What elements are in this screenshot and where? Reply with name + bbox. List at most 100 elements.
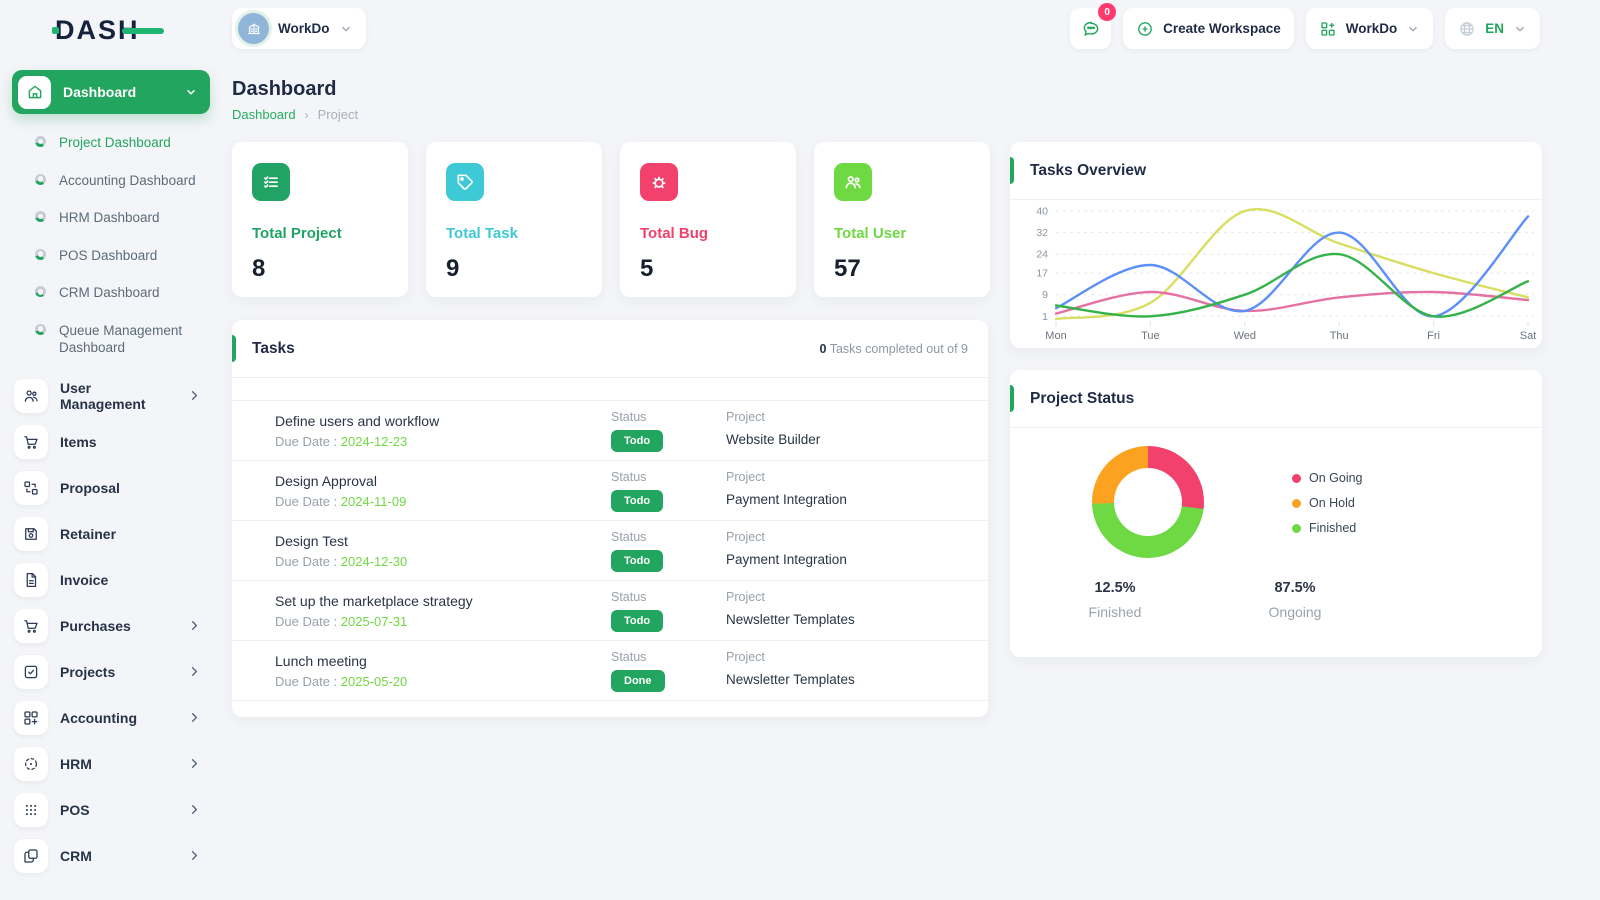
- svg-text:Tue: Tue: [1141, 330, 1160, 342]
- chevron-down-icon: [1516, 26, 1524, 32]
- users-group-icon-box: [834, 163, 872, 201]
- status-label: Status: [611, 410, 647, 424]
- sidebar-subitem-hrm-dashboard[interactable]: HRM Dashboard: [12, 199, 210, 237]
- legend-item-finished[interactable]: Finished: [1292, 521, 1363, 535]
- task-status-badge[interactable]: Todo: [611, 550, 664, 572]
- sidebar-item-items[interactable]: Items: [12, 419, 210, 465]
- project-label: Project: [726, 470, 765, 484]
- stat-label: Total Bug: [640, 225, 709, 242]
- sidebar-subitem-project-dashboard[interactable]: Project Dashboard: [12, 124, 210, 162]
- sidebar-subitem-label: Accounting Dashboard: [59, 172, 196, 188]
- donut-stats: 12.5% Finished 87.5% Ongoing: [1010, 580, 1542, 620]
- legend-dot-icon: [1292, 473, 1301, 483]
- sidebar-item-retainer[interactable]: Retainer: [12, 511, 210, 557]
- legend-label: On Going: [1309, 471, 1363, 485]
- dashboard-submenu: Project Dashboard Accounting Dashboard HRM…: [12, 124, 210, 367]
- status-label: Status: [611, 590, 647, 604]
- task-name: Design Approval: [275, 473, 377, 489]
- breadcrumb: Dashboard › Project: [232, 107, 358, 122]
- sidebar-subitem-accounting-dashboard[interactable]: Accounting Dashboard: [12, 162, 210, 200]
- grid-plus-icon: [1321, 21, 1335, 36]
- stat-value: 8: [252, 255, 266, 282]
- stat-card-total-bug: Total Bug 5: [620, 142, 796, 297]
- task-row: Define users and workflow Due Date : 2024…: [232, 401, 988, 461]
- invoice-icon: [26, 572, 37, 587]
- bug-icon-box: [640, 163, 678, 201]
- task-status-badge[interactable]: Done: [611, 670, 665, 692]
- workspace-switcher[interactable]: WorkDo: [232, 8, 366, 49]
- proposal-icon-box: [14, 470, 48, 505]
- task-row: Design Test Due Date : 2024-12-30 Status To…: [232, 521, 988, 581]
- proposal-icon: [24, 481, 38, 495]
- sidebar-item-dashboard[interactable]: Dashboard: [12, 70, 210, 114]
- sidebar-subitem-crm-dashboard[interactable]: CRM Dashboard: [12, 274, 210, 312]
- sidebar-item-proposal[interactable]: Proposal: [12, 465, 210, 511]
- sidebar-subitem-pos-dashboard[interactable]: POS Dashboard: [12, 237, 210, 275]
- accounting-icon: [24, 711, 38, 725]
- task-project-name: Payment Integration: [726, 552, 847, 567]
- retainer-icon-box: [14, 516, 48, 551]
- accent-bar: [1010, 385, 1014, 412]
- chevron-right-icon: [191, 621, 198, 631]
- sidebar-item-pos[interactable]: POS: [12, 787, 210, 833]
- stat-label: Total User: [834, 225, 907, 242]
- legend-item-on-going[interactable]: On Going: [1292, 471, 1363, 485]
- sidebar-item-label: Invoice: [60, 571, 109, 588]
- building-icon: [247, 22, 260, 34]
- svg-text:17: 17: [1036, 268, 1048, 280]
- sidebar-item-label: Accounting: [60, 709, 137, 726]
- donut-legend: On Going On Hold Finished: [1292, 471, 1363, 535]
- task-status-badge[interactable]: Todo: [611, 610, 664, 632]
- status-label: Status: [611, 650, 647, 664]
- home-icon: [18, 75, 51, 109]
- chevron-right-icon: [191, 805, 198, 815]
- sidebar-item-accounting[interactable]: Accounting: [12, 695, 210, 741]
- svg-text:24: 24: [1036, 249, 1048, 261]
- task-name: Design Test: [275, 533, 348, 549]
- sidebar-item-label: User Management: [60, 379, 146, 412]
- messages-button[interactable]: 0: [1070, 3, 1117, 49]
- messages-count-badge: 0: [1098, 3, 1117, 21]
- app-logo[interactable]: DASH: [52, 15, 164, 46]
- task-status-badge[interactable]: Todo: [611, 490, 664, 512]
- crm-icon: [24, 849, 38, 863]
- chevron-right-icon: [191, 759, 198, 769]
- purchases-icon: [24, 619, 38, 633]
- sidebar-item-invoice[interactable]: Invoice: [12, 557, 210, 603]
- legend-dot-icon: [1292, 523, 1301, 533]
- sidebar-item-purchases[interactable]: Purchases: [12, 603, 210, 649]
- chevron-right-icon: [191, 713, 198, 723]
- stat-value: 5: [640, 255, 654, 282]
- tag-icon: [457, 174, 473, 190]
- sidebar-item-hrm[interactable]: HRM: [12, 741, 210, 787]
- sidebar-item-projects[interactable]: Projects: [12, 649, 210, 695]
- sidebar-subitem-queue-management-dashboard[interactable]: Queue Management Dashboard: [12, 312, 210, 367]
- task-project-name: Newsletter Templates: [726, 612, 855, 627]
- task-name: Lunch meeting: [275, 653, 367, 669]
- tasks-card-header: Tasks 0 Tasks completed out of 9: [232, 320, 988, 378]
- green-series-line: [1054, 252, 1530, 318]
- breadcrumb-dashboard-link[interactable]: Dashboard: [232, 107, 296, 122]
- task-project-name: Website Builder: [726, 432, 821, 447]
- header-actions: 0 Create Workspace WorkDo EN: [1070, 3, 1540, 49]
- language-selector[interactable]: EN: [1445, 8, 1540, 49]
- svg-text:Thu: Thu: [1330, 330, 1349, 342]
- pos-icon: [25, 804, 37, 815]
- sidebar-subitem-label: CRM Dashboard: [59, 285, 160, 301]
- status-label: Status: [611, 530, 647, 544]
- legend-item-on-hold[interactable]: On Hold: [1292, 496, 1363, 510]
- task-status-badge[interactable]: Todo: [611, 430, 664, 452]
- globe-icon: [1460, 21, 1474, 36]
- accent-bar: [1010, 157, 1014, 184]
- sidebar-item-user-management[interactable]: User Management: [12, 373, 210, 419]
- sidebar-item-label: Dashboard: [63, 84, 137, 100]
- task-due-date: Due Date : 2025-07-31: [275, 614, 408, 629]
- workdo-menu-button[interactable]: WorkDo: [1305, 8, 1434, 49]
- task-due-date: Due Date : 2025-05-20: [275, 674, 408, 689]
- retainer-icon: [25, 527, 37, 540]
- sidebar-item-label: Purchases: [60, 617, 131, 634]
- pos-icon-box: [14, 792, 48, 827]
- sidebar-item-crm[interactable]: CRM: [12, 833, 210, 879]
- create-workspace-button[interactable]: Create Workspace: [1123, 8, 1294, 49]
- tag-icon-box: [446, 163, 484, 201]
